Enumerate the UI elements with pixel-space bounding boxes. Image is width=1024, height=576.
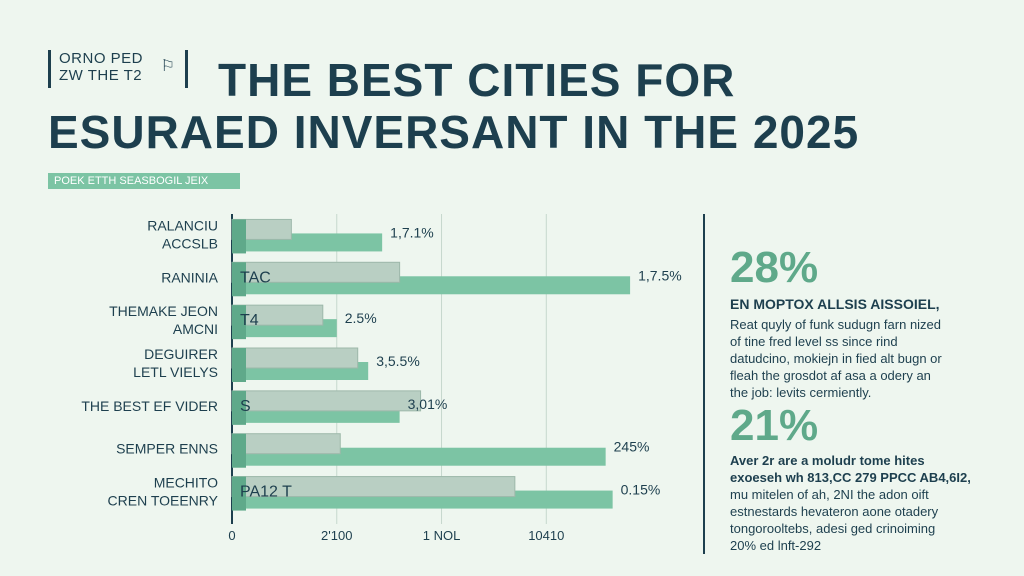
category-label: ACCSLB bbox=[162, 235, 218, 251]
bar-value-label: 3,5.5% bbox=[376, 353, 420, 369]
category-label: CREN TOEENRY bbox=[108, 493, 219, 509]
vertical-divider bbox=[703, 214, 705, 554]
subtitle-band: POEK ETTH SEASBOGIL JEIX bbox=[48, 173, 240, 189]
bar-start-block bbox=[232, 390, 246, 425]
stat-1-body: Reat quyly of funk sudugn farn nized of … bbox=[730, 316, 1010, 401]
stat-block-1: 28% EN MOPTOX ALLSIS AISSOIEL, Reat quyl… bbox=[730, 244, 1010, 401]
x-tick-label: 2'100 bbox=[321, 528, 352, 543]
stat-1-line: fleah the grosdot af asa a odery an bbox=[730, 368, 931, 383]
bar-start-block bbox=[232, 305, 246, 340]
category-label: AMCNI bbox=[173, 321, 218, 337]
x-tick-label: 10410 bbox=[528, 528, 564, 543]
stat-1-line: Reat quyly of funk sudugn farn nized bbox=[730, 317, 942, 332]
bar-inner-label: TAC bbox=[240, 269, 271, 286]
category-label: THEMAKE JEON bbox=[109, 303, 218, 319]
logo-line-2: ZW THE T2 bbox=[59, 67, 143, 84]
bar-value-label: 245% bbox=[614, 439, 650, 455]
category-label: DEGUIRER bbox=[144, 346, 218, 362]
bar-start-block bbox=[232, 262, 246, 297]
bar-inner-label: T4 bbox=[240, 312, 259, 329]
title-line-2: ESURAED INVERSANT IN THE 2025 bbox=[48, 106, 860, 158]
flag-icon: ⚐ bbox=[160, 58, 175, 75]
bar-start-block bbox=[232, 476, 246, 511]
bar-inner-label: S bbox=[240, 398, 251, 415]
bar-value-label: 1,7.1% bbox=[390, 224, 434, 240]
x-tick-label: 0 bbox=[228, 528, 235, 543]
title-line-1: THE BEST CITIES FOR bbox=[218, 54, 736, 106]
stat-1-line: datudcino, mokiejn in fied alt bugn or bbox=[730, 351, 942, 366]
bar-series-2 bbox=[231, 347, 359, 369]
page-title: THE BEST CITIES FOR ESURAED INVERSANT IN… bbox=[48, 54, 1008, 158]
bar-value-label: 1,7.5% bbox=[638, 267, 682, 283]
stat-block-2: 21% Aver 2r are a moludr tome hites exoe… bbox=[730, 402, 1010, 554]
bar-start-block bbox=[232, 348, 246, 382]
category-label: RANINIA bbox=[161, 269, 218, 285]
category-label: THE BEST EF VIDER bbox=[81, 398, 218, 414]
bar-start-block bbox=[232, 433, 246, 468]
category-label: SEMPER ENNS bbox=[116, 441, 218, 457]
bar-series-2 bbox=[231, 433, 341, 455]
brand-logo: ORNO PED ZW THE T2 ⚐ bbox=[48, 50, 188, 88]
bar-value-label: 3,01% bbox=[408, 396, 448, 412]
bar-value-label: 0.15% bbox=[621, 482, 661, 498]
bar-start-block bbox=[232, 219, 246, 254]
stat-1-line: of tine fred level ss since rind bbox=[730, 334, 898, 349]
stat-2-line: estnestards hevateron aone otadery bbox=[730, 504, 939, 519]
category-label: MECHITO bbox=[154, 475, 218, 491]
stat-2-line: 20% ed lnft-292 bbox=[730, 538, 822, 553]
bar-chart: 0 2'100 1 NOL 10410 1,7.1% RALANCIU ACCSLB TAC 1… bbox=[81, 214, 682, 543]
stat-2-line: exoeseh wh 813,CC 279 PPCC AB4,6I2, bbox=[730, 470, 971, 485]
stat-2-value: 21% bbox=[730, 401, 819, 450]
stat-1-heading: EN MOPTOX ALLSIS AISSOIEL, bbox=[730, 296, 940, 312]
category-label: RALANCIU bbox=[147, 217, 218, 233]
bar-series-2 bbox=[231, 390, 422, 412]
stat-1-line: the job: levits cermiently. bbox=[730, 385, 872, 400]
stat-2-line: Aver 2r are a moludr tome hites bbox=[730, 453, 925, 468]
stat-2-body: Aver 2r are a moludr tome hites exoeseh … bbox=[730, 452, 1010, 554]
stat-1-value: 28% bbox=[730, 243, 819, 292]
category-label: LETL VIELYS bbox=[133, 364, 218, 380]
stat-2-line: mu mitelen of ah, 2NI the adon oift bbox=[730, 487, 929, 502]
bar-inner-label: PA12 T bbox=[240, 484, 292, 501]
logo-line-1: ORNO PED bbox=[59, 50, 144, 67]
x-tick-label: 1 NOL bbox=[423, 528, 461, 543]
stat-2-line: tongorooltebs, adesi ged crinoiming bbox=[730, 521, 936, 536]
bar-value-label: 2.5% bbox=[345, 310, 377, 326]
